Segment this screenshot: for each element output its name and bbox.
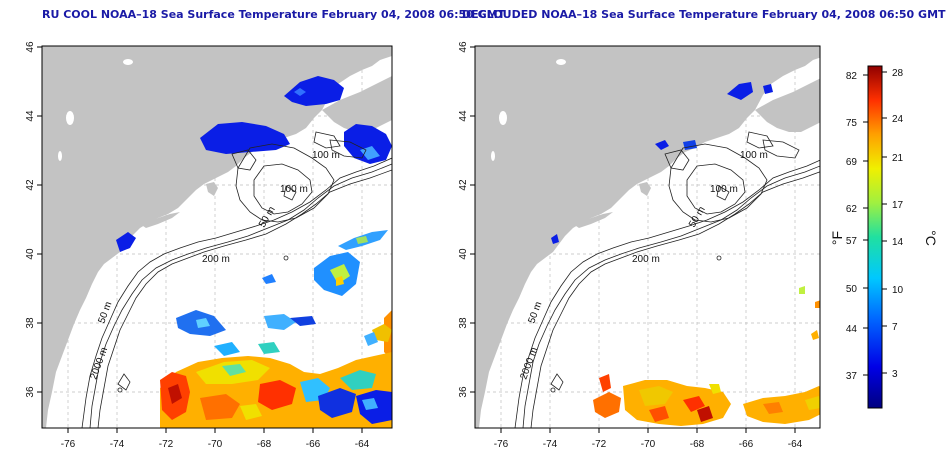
x-tick-label: -70 xyxy=(641,439,656,450)
y-tick-label: 42 xyxy=(458,179,469,191)
right-sst-patches xyxy=(551,82,820,426)
x-tick-label: -64 xyxy=(355,439,370,450)
right-y-tick-labels: 36 38 40 42 44 46 xyxy=(458,41,469,398)
c-tick-label: 10 xyxy=(892,285,904,296)
contour-label-100m-a: 100 m xyxy=(740,150,768,161)
contour-label-200m: 200 m xyxy=(632,254,660,265)
x-tick-label: -76 xyxy=(61,439,76,450)
f-tick-label: 62 xyxy=(846,204,858,215)
temperature-colorbar: 82 75 69 62 57 50 44 37 28 24 21 17 14 1… xyxy=(829,65,939,409)
c-tick-label: 7 xyxy=(892,322,898,333)
contour-label-200m: 200 m xyxy=(202,254,230,265)
y-tick-label: 40 xyxy=(25,248,36,260)
f-tick-label: 69 xyxy=(846,157,858,168)
y-tick-label: 36 xyxy=(458,386,469,398)
left-y-tick-labels: 36 38 40 42 44 46 xyxy=(25,41,36,398)
x-tick-label: -66 xyxy=(739,439,754,450)
x-tick-label: -70 xyxy=(208,439,223,450)
x-tick-label: -72 xyxy=(592,439,607,450)
contour-label-100m-b: 100 m xyxy=(710,184,738,195)
x-tick-label: -72 xyxy=(159,439,174,450)
celsius-ticks: 28 24 21 17 14 10 7 3 xyxy=(892,68,904,380)
y-tick-label: 46 xyxy=(25,41,36,53)
f-tick-label: 37 xyxy=(846,371,858,382)
fahrenheit-unit-label: °F xyxy=(829,231,845,245)
y-tick-label: 42 xyxy=(25,179,36,191)
c-tick-label: 14 xyxy=(892,237,904,248)
x-tick-label: -68 xyxy=(690,439,705,450)
x-tick-label: -74 xyxy=(543,439,558,450)
right-x-tick-labels: -76 -74 -72 -70 -68 -66 -64 xyxy=(494,439,803,450)
left-map-title: RU COOL NOAA–18 Sea Surface Temperature … xyxy=(42,8,506,21)
y-tick-label: 38 xyxy=(25,317,36,329)
y-tick-label: 36 xyxy=(25,386,36,398)
x-tick-label: -76 xyxy=(494,439,509,450)
c-tick-label: 3 xyxy=(892,369,898,380)
left-x-tick-labels: -76 -74 -72 -70 -68 -66 -64 xyxy=(61,439,370,450)
y-tick-label: 38 xyxy=(458,317,469,329)
f-tick-label: 57 xyxy=(846,236,858,247)
f-tick-label: 44 xyxy=(846,324,858,335)
c-tick-label: 17 xyxy=(892,200,904,211)
right-map-panel: 100 m 100 m 50 m 200 m 50 m 2000 m -76 -… xyxy=(458,41,821,450)
c-tick-label: 21 xyxy=(892,153,904,164)
contour-label-100m-b: 100 m xyxy=(280,184,308,195)
left-map-panel: 100 m 100 m 50 m 200 m 50 m 2000 m -76 -… xyxy=(25,41,393,450)
right-map-title: DECLOUDED NOAA–18 Sea Surface Temperatur… xyxy=(462,8,946,21)
colorbar-gradient xyxy=(867,65,883,409)
contour-label-100m-a: 100 m xyxy=(312,150,340,161)
fahrenheit-ticks: 82 75 69 62 57 50 44 37 xyxy=(846,71,858,382)
c-tick-label: 28 xyxy=(892,68,904,79)
f-tick-label: 75 xyxy=(846,118,858,129)
celsius-unit-label: °C xyxy=(923,230,939,246)
y-tick-label: 46 xyxy=(458,41,469,53)
y-tick-label: 44 xyxy=(25,110,36,122)
c-tick-label: 24 xyxy=(892,114,904,125)
x-tick-label: -64 xyxy=(788,439,803,450)
y-tick-label: 40 xyxy=(458,248,469,260)
left-sst-patches xyxy=(116,76,392,428)
x-tick-label: -66 xyxy=(306,439,321,450)
x-tick-label: -74 xyxy=(110,439,125,450)
y-tick-label: 44 xyxy=(458,110,469,122)
x-tick-label: -68 xyxy=(257,439,272,450)
f-tick-label: 82 xyxy=(846,71,858,82)
f-tick-label: 50 xyxy=(846,284,858,295)
